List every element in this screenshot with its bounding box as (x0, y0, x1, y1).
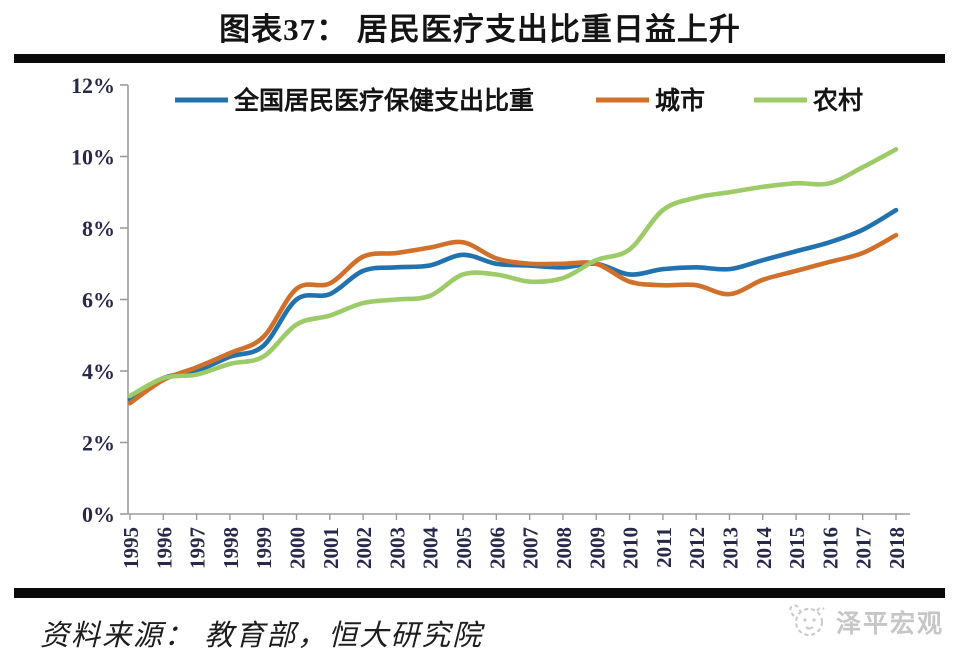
x-tick-label: 2001 (319, 527, 343, 569)
series-line-0 (127, 207, 899, 402)
x-tick-label: 2009 (585, 527, 609, 569)
x-tick-label: 2005 (452, 527, 476, 569)
brand-logo-icon (789, 604, 825, 636)
top-rule (14, 54, 945, 63)
bottom-rule (14, 588, 945, 598)
y-tick-label: 0% (82, 502, 115, 527)
y-tick-label: 10% (71, 145, 115, 170)
y-tick-label: 6% (82, 288, 115, 313)
chart-title: 图表37： 居民医疗支出比重日益上升 (219, 12, 741, 47)
x-tick-label: 2011 (652, 527, 676, 568)
line-chart: 0% 2% 4% 6% 8% 10% 12% 1995 1996 1997 1998 1999 2000… (71, 73, 910, 570)
x-tick-label: 1996 (152, 527, 176, 569)
x-tick-label: 2018 (885, 527, 909, 569)
watermark: 泽平宏观 (784, 602, 944, 642)
x-tick-label: 2000 (286, 527, 310, 569)
legend-label-1: 城市 (655, 86, 705, 115)
x-tick-label: 1995 (119, 527, 143, 569)
x-tick-label: 2003 (385, 527, 409, 569)
legend-label-0: 全国居民医疗保健支出比重 (233, 86, 534, 115)
x-tick-label: 2007 (519, 527, 543, 569)
y-tick-label: 4% (82, 359, 115, 384)
y-tick-label: 8% (82, 216, 115, 241)
x-tick-label: 2016 (818, 527, 842, 569)
legend-label-2: 农村 (812, 87, 863, 115)
x-tick-label: 1999 (252, 527, 276, 569)
series-line-1 (127, 232, 899, 406)
y-tick-label: 12% (71, 73, 115, 98)
x-tick-label: 2006 (485, 527, 509, 569)
x-tick-label: 2002 (352, 527, 376, 569)
x-tick-label: 2013 (718, 527, 742, 569)
source-note: 资料来源： 教育部，恒大研究院 (40, 620, 484, 652)
x-tick-label: 2010 (619, 527, 643, 569)
x-tick-label: 2004 (419, 527, 443, 570)
x-tick-label: 2008 (552, 527, 576, 569)
x-tick-label: 2017 (852, 527, 876, 569)
x-tick-label: 1997 (186, 527, 210, 569)
x-tick-label: 2012 (685, 527, 709, 569)
y-tick-label: 2% (82, 431, 115, 456)
series-line-2 (127, 147, 899, 399)
x-tick-label: 2015 (785, 527, 809, 569)
x-tick-label: 2014 (752, 527, 776, 570)
x-tick-label: 1998 (219, 527, 243, 569)
watermark-text: 泽平宏观 (835, 611, 944, 638)
